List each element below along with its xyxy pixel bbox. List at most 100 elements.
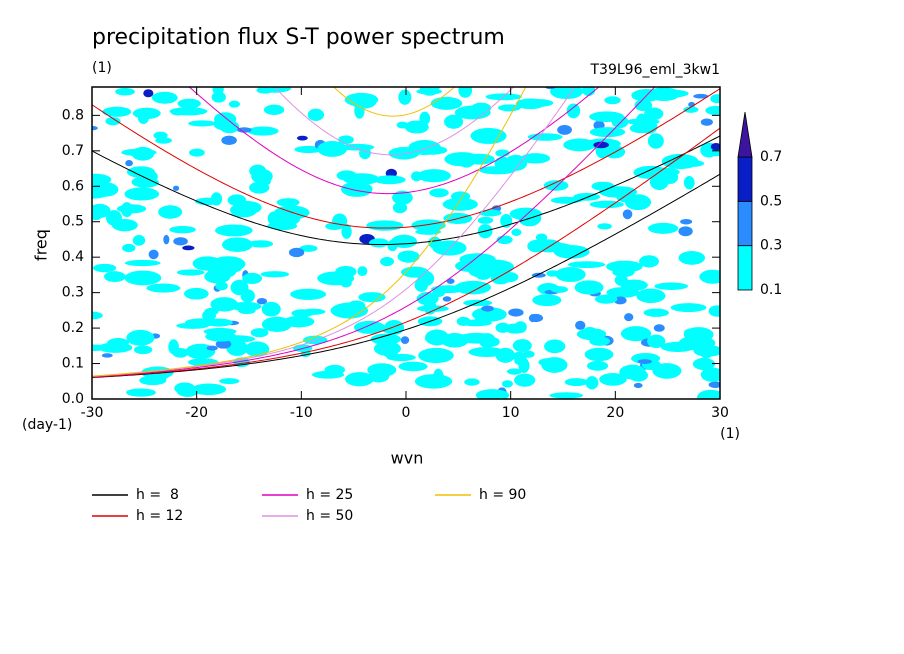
x-unit: (1) bbox=[720, 426, 740, 442]
contour-patch bbox=[414, 278, 429, 292]
contour-patch bbox=[495, 322, 511, 333]
contour-patch bbox=[221, 135, 237, 146]
contour-patch bbox=[238, 307, 256, 315]
contour-patch bbox=[249, 181, 270, 194]
contour-patch bbox=[256, 298, 268, 305]
contour-field bbox=[92, 87, 720, 399]
contour-patch bbox=[546, 270, 560, 277]
contour-patch bbox=[172, 348, 189, 358]
dispersion-curves bbox=[92, 87, 720, 379]
dispersion-curve bbox=[92, 87, 576, 377]
contour-patch bbox=[683, 327, 714, 343]
contour-patch bbox=[636, 113, 648, 129]
contour-patch bbox=[219, 120, 240, 134]
contour-patch bbox=[206, 345, 218, 351]
contour-patch bbox=[681, 160, 705, 167]
contour-patch bbox=[299, 245, 318, 252]
contour-patch bbox=[176, 269, 205, 276]
contour-patch bbox=[417, 169, 451, 183]
contour-patch bbox=[189, 148, 205, 157]
contour-patch bbox=[228, 100, 241, 108]
contour-patch bbox=[153, 131, 168, 140]
contour-patch bbox=[125, 160, 133, 167]
contour-patch bbox=[457, 332, 496, 344]
contour-patch bbox=[335, 265, 357, 278]
contour-patch bbox=[126, 329, 155, 346]
contour-patch bbox=[251, 168, 273, 184]
contour-patch bbox=[276, 198, 300, 207]
contour-patch bbox=[357, 266, 368, 277]
contour-patch bbox=[708, 305, 720, 317]
contour-patch bbox=[373, 175, 406, 185]
contour-patch bbox=[693, 93, 709, 99]
contour-patch bbox=[311, 370, 345, 379]
contour-patch bbox=[250, 328, 269, 338]
contour-patch bbox=[296, 135, 308, 141]
contour-patch bbox=[369, 238, 389, 248]
contour-patch bbox=[514, 321, 527, 334]
contour-patch bbox=[454, 105, 491, 120]
contour-patch bbox=[332, 213, 348, 229]
contour-patch bbox=[307, 108, 325, 121]
dispersion-curve bbox=[333, 87, 456, 117]
contour-patch bbox=[681, 337, 693, 345]
contour-patch bbox=[620, 326, 652, 342]
contour-patch bbox=[698, 342, 714, 359]
annotation: T39L96_eml_3kw1 bbox=[590, 62, 721, 78]
dispersion-curve bbox=[92, 87, 527, 377]
contour-patch bbox=[550, 196, 581, 204]
contour-patch bbox=[464, 378, 480, 386]
contour-patch bbox=[148, 249, 159, 260]
contour-patch bbox=[92, 311, 103, 320]
contour-patch bbox=[170, 108, 184, 116]
colorbar-cell bbox=[737, 156, 753, 202]
contour-patch bbox=[508, 308, 524, 317]
contour-patch bbox=[708, 381, 720, 388]
contour-patch bbox=[458, 87, 473, 98]
contour-patch bbox=[203, 327, 237, 336]
contour-patch bbox=[247, 240, 274, 248]
contour-patch bbox=[678, 226, 693, 237]
contour-patch bbox=[643, 308, 669, 317]
contour-patch bbox=[700, 367, 720, 382]
contour-patch bbox=[261, 301, 281, 317]
contour-patch bbox=[653, 324, 665, 332]
contour-patch bbox=[639, 255, 659, 268]
contour-patch bbox=[557, 124, 572, 135]
contour-patch bbox=[173, 237, 188, 246]
contour-patch bbox=[146, 283, 181, 293]
contour-patch bbox=[247, 126, 279, 136]
contour-patch bbox=[622, 209, 633, 220]
contour-patch bbox=[210, 256, 246, 272]
y-tick-label: 0.3 bbox=[62, 285, 84, 301]
contour-patch bbox=[575, 320, 586, 330]
colorbar-label: 0.1 bbox=[760, 282, 782, 298]
chart-title: precipitation flux S-T power spectrum bbox=[92, 25, 505, 50]
contour-patch bbox=[468, 264, 497, 278]
contour-patch bbox=[398, 361, 428, 372]
contour-patch bbox=[710, 142, 720, 151]
contour-patch bbox=[520, 153, 551, 164]
contour-patch bbox=[380, 256, 395, 267]
contour-patch bbox=[606, 260, 643, 273]
contour-patch bbox=[124, 187, 160, 201]
contour-patch bbox=[619, 364, 646, 380]
contour-patch bbox=[384, 320, 405, 335]
contour-patch bbox=[699, 269, 720, 284]
contour-patch bbox=[115, 87, 135, 96]
contour-patch bbox=[105, 117, 121, 126]
contour-patch bbox=[354, 102, 365, 119]
contour-patch bbox=[430, 96, 463, 110]
contour-patch bbox=[131, 177, 153, 187]
contour-patch bbox=[404, 120, 429, 134]
dispersion-curve bbox=[92, 173, 720, 379]
contour-patch bbox=[92, 182, 119, 197]
contour-patch bbox=[654, 282, 689, 290]
contour-patch bbox=[512, 339, 532, 352]
contour-patch bbox=[633, 165, 669, 180]
contour-patch bbox=[585, 376, 599, 390]
contour-patch bbox=[527, 239, 546, 253]
legend-label: h = 8 bbox=[136, 487, 179, 503]
contour-patch bbox=[495, 347, 516, 363]
